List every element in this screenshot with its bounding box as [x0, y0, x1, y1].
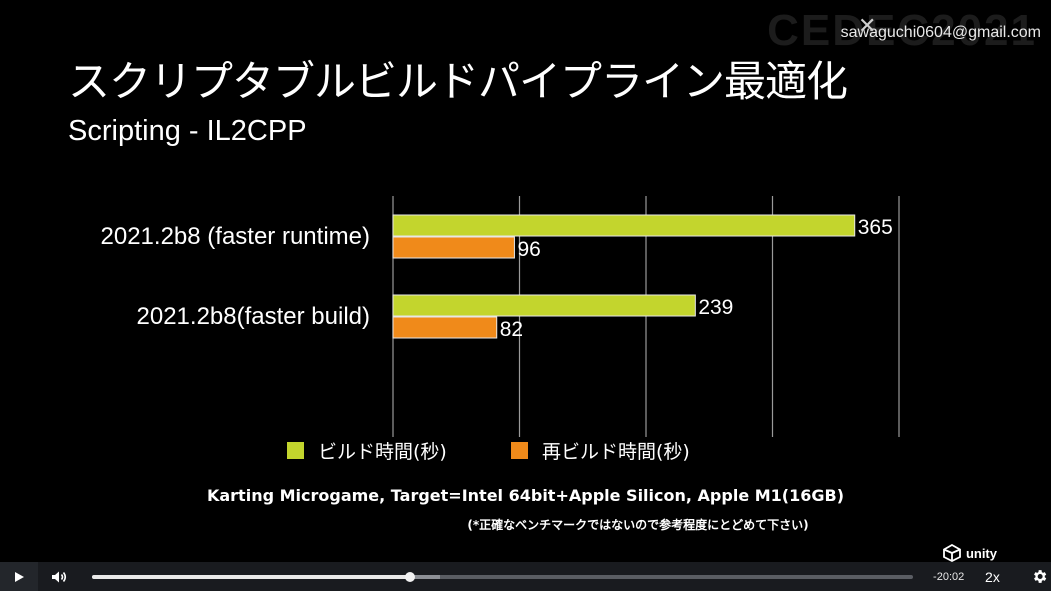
- seek-handle[interactable]: [405, 571, 416, 582]
- unity-cube-icon: [943, 544, 961, 562]
- player-controls: -20:02 2x: [0, 562, 1051, 591]
- category-label-0: 2021.2b8 (faster runtime): [101, 223, 370, 250]
- value-label-0-0: 365: [858, 216, 893, 239]
- legend-label-0: ビルド時間(秒): [318, 441, 447, 463]
- legend-label-1: 再ビルド時間(秒): [542, 441, 690, 463]
- bar-1-0: [392, 294, 696, 317]
- time-remaining: -20:02: [933, 570, 965, 583]
- slide-subtitle: Scripting - IL2CPP: [68, 115, 307, 147]
- volume-icon: [51, 571, 66, 582]
- slide-title: スクリプタブルビルドパイプライン最適化: [68, 57, 848, 106]
- value-label-0-1: 96: [517, 238, 540, 261]
- seek-bar-buffered: [410, 574, 441, 579]
- user-email-watermark: sawaguchi0604@gmail.com: [840, 24, 1041, 41]
- play-icon: [14, 571, 24, 582]
- value-label-1-0: 239: [698, 296, 733, 319]
- category-label-1: 2021.2b8(faster build): [137, 303, 370, 330]
- bar-0-1: [392, 236, 515, 259]
- legend-swatch-0: [287, 442, 304, 459]
- bar-0-0: [392, 214, 856, 237]
- seek-bar[interactable]: [91, 571, 914, 582]
- settings-button[interactable]: [1027, 562, 1051, 591]
- event-watermark-logo: CEDEC2021: [767, 6, 1037, 55]
- value-label-1-1: 82: [500, 318, 523, 341]
- bar-1-1: [392, 316, 498, 339]
- benchmark-caption: Karting Microgame, Target=Intel 64bit+Ap…: [206, 486, 845, 505]
- benchmark-disclaimer: (*正確なベンチマークではないので参考程度にとどめて下さい): [467, 518, 809, 532]
- volume-button[interactable]: [38, 562, 80, 591]
- play-button[interactable]: [0, 562, 38, 591]
- unity-logo: unity: [942, 544, 997, 562]
- video-frame[interactable]: CEDEC2021 sawaguchi0604@gmail.com ✕ スクリプ…: [0, 0, 1051, 562]
- close-icon[interactable]: ✕: [858, 14, 877, 39]
- playback-speed-button[interactable]: 2x: [985, 568, 1000, 585]
- build-time-bar-chart: 2021.2b8 (faster runtime) 365 96 2021.2b8(f…: [101, 196, 900, 463]
- unity-brand-text: unity: [965, 545, 997, 561]
- legend-swatch-1: [511, 442, 528, 459]
- gear-icon: [1033, 570, 1046, 583]
- seek-bar-played: [91, 574, 411, 579]
